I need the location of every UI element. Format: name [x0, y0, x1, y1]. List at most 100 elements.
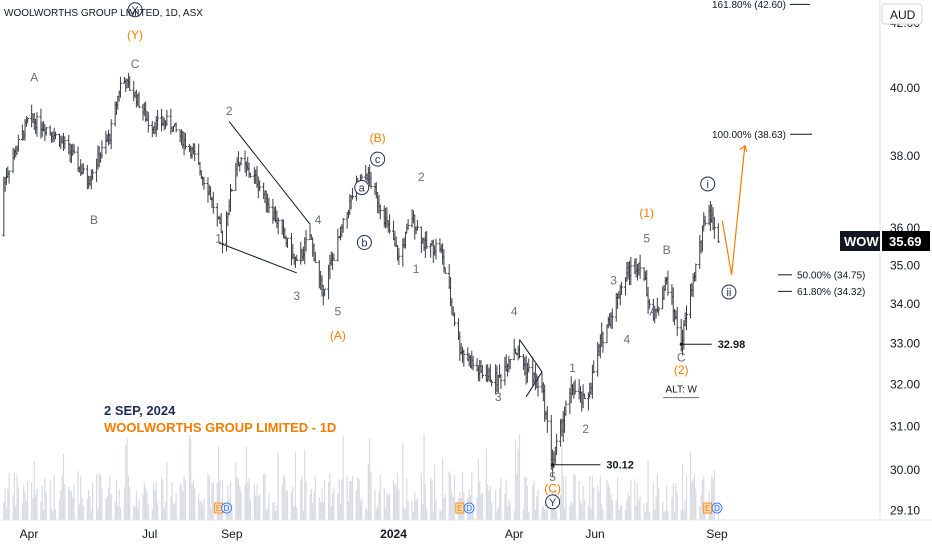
- volume-bar: [15, 505, 17, 520]
- volume-bar: [106, 496, 108, 520]
- volume-bar: [219, 480, 221, 520]
- volume-bar: [105, 498, 107, 520]
- event-dividend-1: [221, 502, 232, 514]
- volume-bar: [98, 473, 100, 520]
- volume-bar: [78, 504, 80, 520]
- volume-bar: [35, 494, 37, 520]
- volume-bar: [17, 487, 19, 520]
- volume-bar: [579, 500, 582, 520]
- volume-bar: [532, 485, 534, 520]
- volume-bar: [695, 488, 697, 520]
- wave-label-circle-22: [545, 494, 561, 510]
- wave-label-18: 3: [495, 390, 502, 404]
- volume-bar: [432, 511, 434, 520]
- volume-bar: [5, 508, 8, 520]
- volume-bar: [616, 477, 619, 520]
- volume-bar: [451, 491, 453, 520]
- volume-bar: [689, 451, 692, 520]
- volume-bar: [227, 485, 229, 520]
- volume-bar: [210, 507, 212, 520]
- volume-bar: [638, 499, 640, 520]
- volume-bar: [60, 490, 62, 520]
- volume-bar: [154, 490, 156, 520]
- volume-bar: [272, 502, 274, 520]
- volume-bar: [284, 477, 286, 520]
- volume-bar: [277, 452, 279, 520]
- event-dividend-5: [711, 502, 723, 514]
- volume-bar: [406, 478, 408, 520]
- projection-arrowhead: [739, 144, 748, 152]
- volume-bar: [282, 475, 285, 520]
- volume-bar: [40, 501, 42, 520]
- volume-bar: [545, 503, 547, 520]
- volume-bar: [453, 475, 456, 520]
- y-tick-label-2: 38.00: [890, 149, 920, 163]
- volume-bar: [534, 510, 536, 520]
- wave-label-4: (Y): [127, 28, 143, 42]
- volume-bar: [487, 484, 489, 520]
- volume-bar: [546, 510, 548, 520]
- volume-bar: [516, 473, 518, 520]
- price-bars: [2, 72, 720, 478]
- volume-bar: [216, 482, 218, 520]
- wave-label-27: 5: [643, 232, 650, 246]
- volume-bar: [92, 482, 94, 520]
- volume-bar: [384, 507, 387, 520]
- volume-bar: [497, 507, 499, 520]
- volume-bar: [324, 481, 326, 520]
- fib-label-0: 161.80% (42.60): [712, 0, 786, 11]
- volume-bar: [160, 477, 163, 520]
- volume-bar: [448, 471, 450, 520]
- volume-bar: [542, 505, 544, 520]
- volume-bar: [42, 510, 45, 520]
- x-tick-label-4: Apr: [505, 527, 524, 541]
- volume-bar: [434, 464, 436, 520]
- volume-bar: [514, 440, 517, 520]
- volume-bar: [443, 498, 445, 520]
- volume-bar: [117, 505, 119, 520]
- volume-bar: [704, 510, 706, 520]
- volume-bar: [330, 506, 332, 520]
- volume-bar: [357, 476, 359, 520]
- volume-bar: [3, 502, 5, 520]
- volume-bar: [691, 481, 693, 520]
- volume-bar: [166, 462, 168, 520]
- wave-label-14: c: [375, 154, 381, 166]
- volume-bar: [49, 480, 51, 520]
- volume-bar: [587, 505, 590, 520]
- volume-bar: [685, 476, 688, 520]
- volume-bar: [423, 434, 425, 520]
- volume-bar: [253, 484, 255, 520]
- volume-bar: [581, 504, 583, 520]
- volume-bar: [349, 481, 351, 520]
- volume-bar: [327, 482, 330, 520]
- volume-bar: [25, 501, 27, 520]
- volume-bar: [36, 488, 38, 520]
- volume-bar: [403, 507, 405, 520]
- volume-bar: [162, 480, 164, 520]
- volume-bar: [683, 509, 685, 520]
- volume-bar: [643, 503, 645, 520]
- symbol-badge: [840, 231, 880, 251]
- currency-box[interactable]: [881, 3, 923, 25]
- volume-bar: [692, 478, 694, 520]
- y-tick-label-5: 34.00: [890, 297, 920, 311]
- volume-bar: [506, 506, 509, 520]
- volume-bar: [62, 453, 65, 520]
- volume-bar: [41, 485, 43, 520]
- volume-bar: [221, 479, 224, 520]
- volume-bar: [198, 493, 200, 520]
- x-tick-label-6: Sep: [706, 527, 728, 541]
- volume-bar: [711, 476, 713, 520]
- volume-bar: [342, 436, 344, 520]
- wave-label-circle-34: [721, 284, 737, 300]
- volume-bar: [627, 492, 629, 520]
- volume-bar: [524, 477, 526, 520]
- wave-label-16: 2: [418, 170, 425, 184]
- volume-bar: [396, 472, 399, 520]
- volume-bar: [574, 474, 576, 520]
- volume-bar: [156, 502, 159, 520]
- volume-bar: [435, 499, 437, 520]
